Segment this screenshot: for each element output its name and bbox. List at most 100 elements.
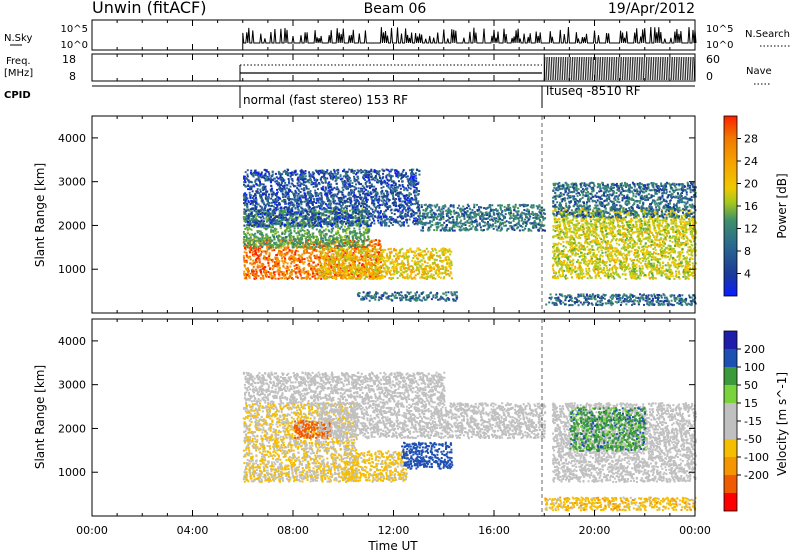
data-cell [416,266,418,268]
data-cell [269,237,271,239]
data-cell [303,277,305,279]
data-cell [248,275,250,277]
data-cell [267,235,269,237]
data-cell [263,278,265,280]
data-cell [415,269,417,271]
data-cell [345,262,347,264]
data-cell [263,184,265,186]
data-cell [383,260,385,262]
data-cell [336,254,338,256]
data-cell [367,239,369,241]
data-cell [243,271,245,273]
data-cell [258,259,260,261]
data-cell [377,258,379,260]
data-cell [426,248,428,250]
freq-trace-stroke [608,57,609,80]
data-cell [284,209,286,211]
data-cell [370,259,372,261]
data-cell [252,197,254,199]
data-cell [247,169,249,171]
freq-trace-stroke [620,57,621,80]
freq-trace-stroke [601,57,602,80]
data-cell [362,193,364,195]
freq-trace-stroke [588,57,589,80]
data-cell [411,269,413,271]
data-cell [256,258,258,260]
data-cell [253,226,255,228]
data-cell [294,252,296,254]
data-cell [301,227,303,229]
data-cell [368,249,370,251]
data-cell [303,252,305,254]
data-cell [378,199,380,201]
data-cell [310,211,312,213]
data-cell [418,249,420,251]
data-cell [357,264,359,266]
data-cell [432,250,434,252]
data-cell [414,190,416,192]
data-cell [266,243,268,245]
data-cell [373,186,375,188]
data-cell [304,230,306,232]
data-cell [272,246,274,248]
data-cell [436,259,438,261]
data-cell [278,244,280,246]
data-cell [302,218,304,220]
data-cell [268,247,270,249]
data-cell [358,244,360,246]
data-cell [280,277,282,279]
data-cell [337,225,339,227]
data-cell [355,235,357,237]
data-cell [305,276,307,278]
data-cell [353,176,355,178]
data-cell [272,171,274,173]
freq-trace-stroke [629,57,630,80]
data-cell [353,278,355,280]
data-cell [244,228,246,230]
data-cell [397,277,399,279]
data-cell [352,271,354,273]
data-cell [276,254,278,256]
data-cell [250,273,252,275]
data-cell [287,226,289,228]
data-cell [243,216,245,218]
data-cell [440,250,442,252]
data-cell [294,268,296,270]
data-cell [297,250,299,252]
data-cell [271,277,273,279]
data-cell [363,218,365,220]
data-cell [386,257,388,259]
data-cell [300,275,302,277]
data-cell [448,259,450,261]
data-cell [413,214,415,216]
nsky-tick-top-left: 10^5 [61,24,88,35]
data-cell [370,176,372,178]
data-cell [298,266,300,268]
data-cell [433,266,435,268]
data-cell [360,224,362,226]
data-cell [378,196,380,198]
data-cell [315,202,317,204]
data-cell [284,188,286,190]
data-cell [274,181,276,183]
data-cell [247,229,249,231]
data-cell [443,278,445,280]
data-cell [303,271,305,273]
data-cell [373,240,375,242]
data-cell [314,256,316,258]
data-cell [253,266,255,268]
data-cell [244,247,246,249]
data-cell [243,176,245,178]
data-cell [339,249,341,251]
data-cell [288,178,290,180]
freq-trace-stroke [662,57,663,80]
freq-trace-stroke [583,57,584,80]
data-cell [260,196,262,198]
data-cell [393,182,395,184]
data-cell [246,215,248,217]
data-cell [293,236,295,238]
data-cell [405,277,407,279]
data-cell [323,277,325,279]
data-cell [408,267,410,269]
data-cell [377,249,379,251]
